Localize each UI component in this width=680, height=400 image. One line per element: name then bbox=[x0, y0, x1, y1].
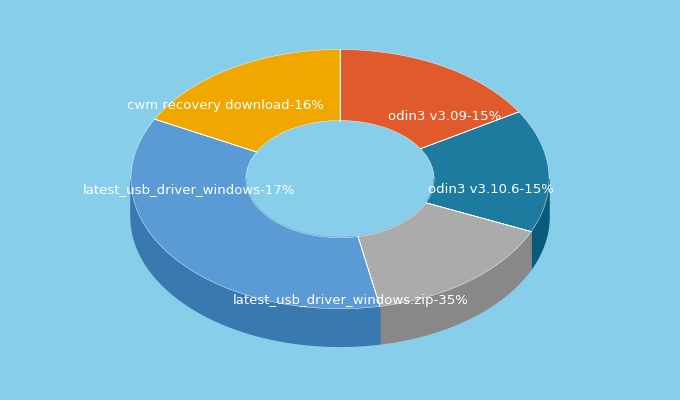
Polygon shape bbox=[380, 232, 531, 344]
Polygon shape bbox=[420, 112, 549, 232]
Polygon shape bbox=[358, 203, 531, 306]
Polygon shape bbox=[426, 179, 434, 240]
Text: odin3 v3.09-15%: odin3 v3.09-15% bbox=[388, 110, 501, 123]
Polygon shape bbox=[154, 50, 340, 152]
Polygon shape bbox=[131, 119, 380, 309]
Polygon shape bbox=[531, 179, 549, 269]
Text: latest_usb_driver_windows-17%: latest_usb_driver_windows-17% bbox=[83, 183, 296, 196]
Polygon shape bbox=[246, 179, 358, 275]
Text: cwm recovery download-16%: cwm recovery download-16% bbox=[126, 100, 324, 112]
Polygon shape bbox=[340, 50, 519, 149]
Polygon shape bbox=[131, 180, 380, 346]
Text: latest_usb_driver_windows.zip-35%: latest_usb_driver_windows.zip-35% bbox=[233, 294, 469, 307]
Polygon shape bbox=[358, 203, 426, 274]
Text: odin3 v3.10.6-15%: odin3 v3.10.6-15% bbox=[428, 183, 554, 196]
